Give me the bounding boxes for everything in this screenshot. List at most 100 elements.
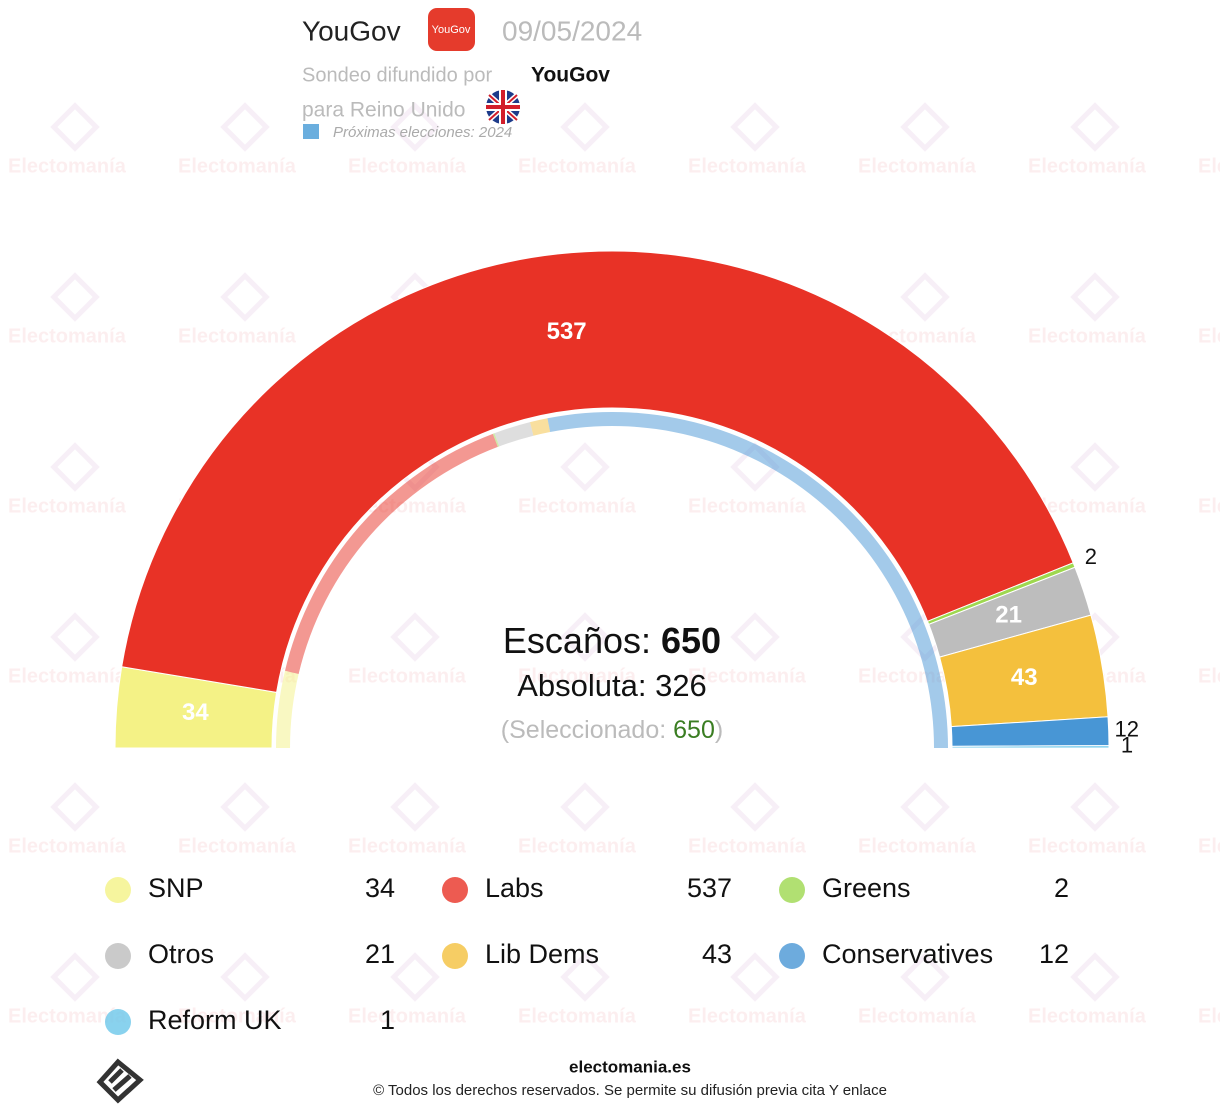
watermark: Electomanía xyxy=(688,835,807,857)
legend-value: 34 xyxy=(365,873,395,903)
watermark: Electomanía xyxy=(178,155,297,177)
previous-segment xyxy=(530,418,551,436)
watermark: Electomanía xyxy=(348,835,467,857)
value-label: 12 xyxy=(1114,716,1138,741)
watermark: Electomanía xyxy=(688,155,807,177)
watermark-icon xyxy=(1070,102,1120,152)
watermark-icon xyxy=(220,782,270,832)
watermark-icon xyxy=(220,272,270,322)
hemicycle: 34 537 2 21 43 121 xyxy=(114,250,1139,758)
watermark: Electomanía xyxy=(178,325,297,347)
watermark-icon xyxy=(560,782,610,832)
legend: SNP 34 Labs 537 Greens 2 Otros 21 Lib Dems 43 Cons… xyxy=(105,873,1069,1035)
watermark-icon xyxy=(390,952,440,1002)
watermark: Electomanía xyxy=(8,835,127,857)
value-label: 21 xyxy=(995,601,1022,628)
watermark-icon xyxy=(390,782,440,832)
legend-name: Reform UK xyxy=(148,1005,282,1035)
legend-icon xyxy=(779,877,805,903)
watermark: Electomanía xyxy=(348,665,467,687)
legend-value: 12 xyxy=(1039,939,1069,969)
legend-value: 537 xyxy=(687,873,732,903)
seat-segment xyxy=(121,250,1074,693)
watermark: Electomanía xyxy=(858,155,977,177)
legend-icon xyxy=(442,943,468,969)
watermark-icon xyxy=(730,102,780,152)
watermark-icon xyxy=(50,102,100,152)
watermark: Electomanía xyxy=(8,665,127,687)
watermark: Electomanía xyxy=(8,325,127,347)
selected-close: ) xyxy=(715,716,723,744)
watermark: Electomanía xyxy=(858,835,977,857)
watermark: Electomanía xyxy=(178,835,297,857)
legend-icon xyxy=(442,877,468,903)
copyright: © Todos los derechos reservados. Se perm… xyxy=(373,1082,887,1099)
legend-value: 1 xyxy=(380,1005,395,1035)
watermark-icon xyxy=(220,102,270,152)
legend-name: Labs xyxy=(485,873,544,903)
seats: Escaños: 650 xyxy=(503,620,721,661)
legend-value: 43 xyxy=(702,939,732,969)
watermark-icon xyxy=(220,952,270,1002)
region: para Reino Unido xyxy=(302,99,465,122)
watermark: Electomanía xyxy=(1028,835,1147,857)
watermark: Electomanía xyxy=(1198,495,1220,517)
legend-name: SNP xyxy=(148,873,204,903)
watermark-icon xyxy=(560,442,610,492)
watermark: Electomanía xyxy=(518,1005,637,1027)
watermark-icon xyxy=(50,952,100,1002)
watermark: Electomanía xyxy=(1028,325,1147,347)
watermark-icon xyxy=(50,782,100,832)
footer-logo xyxy=(96,1058,144,1104)
value-label: 1 xyxy=(1121,733,1133,758)
value-label: 537 xyxy=(547,318,587,345)
watermark: Electomanía xyxy=(1028,1005,1147,1027)
previous-segment xyxy=(494,422,534,447)
watermark-icon xyxy=(560,612,610,662)
watermark: Electomanía xyxy=(348,1005,467,1027)
watermark: Electomanía xyxy=(8,1005,127,1027)
watermark-icon xyxy=(50,612,100,662)
watermark: Electomanía xyxy=(1198,155,1220,177)
legend-value: 21 xyxy=(365,939,395,969)
watermark: Electomanía xyxy=(688,665,807,687)
flag xyxy=(486,90,520,124)
released-by: YouGov xyxy=(531,64,610,87)
watermark: Electomanía xyxy=(348,155,467,177)
watermark: Electomanía xyxy=(8,155,127,177)
watermark: Electomanía xyxy=(8,495,127,517)
watermark-icon xyxy=(730,782,780,832)
watermark: Electomanía xyxy=(1028,155,1147,177)
watermark: Electomanía xyxy=(1198,665,1220,687)
watermark: Electomanía xyxy=(1198,835,1220,857)
watermark-icon xyxy=(560,952,610,1002)
legend-icon xyxy=(779,943,805,969)
watermark-icon xyxy=(1070,442,1120,492)
legend-name: Conservatives xyxy=(822,939,993,969)
watermark: Electomanía xyxy=(518,155,637,177)
seats-label: Escaños: xyxy=(503,620,651,661)
pollster: YouGov xyxy=(302,15,401,46)
legend-value: 2 xyxy=(1054,873,1069,903)
watermark-icon xyxy=(390,102,440,152)
majority: Absoluta: 326 xyxy=(517,668,707,703)
watermark: Electomanía xyxy=(518,835,637,857)
watermark: Electomanía xyxy=(518,665,637,687)
watermark: Electomanía xyxy=(518,495,637,517)
watermark-icon xyxy=(900,782,950,832)
watermark-icon xyxy=(730,952,780,1002)
value-label: 2 xyxy=(1085,544,1097,569)
selected-label: (Seleccionado: xyxy=(501,716,666,744)
majority-label: Absoluta: xyxy=(517,668,646,703)
seats-value: 650 xyxy=(661,620,721,661)
legend-name: Otros xyxy=(148,939,214,969)
majority-value: 326 xyxy=(655,668,707,703)
legend-icon xyxy=(105,1009,131,1035)
watermark-icon xyxy=(50,442,100,492)
logo xyxy=(428,8,475,51)
watermark: Electomanía xyxy=(688,495,807,517)
value-label: 43 xyxy=(1011,664,1038,691)
previous-segment xyxy=(276,670,299,748)
watermark-icon xyxy=(1070,952,1120,1002)
